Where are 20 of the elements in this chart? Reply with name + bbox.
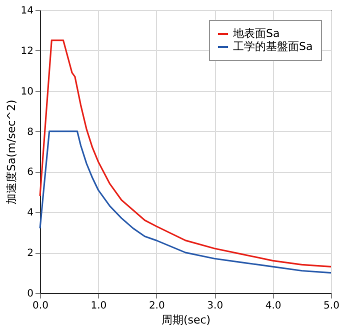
y-tick-label: 0	[27, 288, 34, 300]
y-tick-label: 10	[20, 86, 34, 98]
x-tick-label: 2.0	[148, 300, 165, 312]
y-tick-label: 4	[27, 208, 34, 219]
legend-label: 工学的基盤面Sa	[233, 40, 313, 53]
y-tick-label: 14	[20, 6, 34, 16]
x-axis-title: 周期(sec)	[161, 314, 211, 326]
x-tick-label: 4.0	[265, 300, 282, 312]
legend-label: 地表面Sa	[232, 27, 280, 40]
x-tick-label: 5.0	[324, 300, 340, 312]
y-tick-label: 8	[27, 126, 34, 138]
x-tick-label: 1.0	[90, 300, 107, 312]
y-tick-label: 2	[27, 248, 34, 260]
x-tick-label: 3.0	[207, 300, 224, 312]
y-tick-label: 6	[27, 167, 34, 178]
y-axis-title: 加速度Sa(m/sec^2)	[4, 100, 18, 204]
line-series	[39, 40, 332, 268]
line-series	[39, 130, 332, 274]
x-tick-label: 0.0	[32, 300, 48, 312]
y-tick-label: 12	[20, 46, 34, 57]
